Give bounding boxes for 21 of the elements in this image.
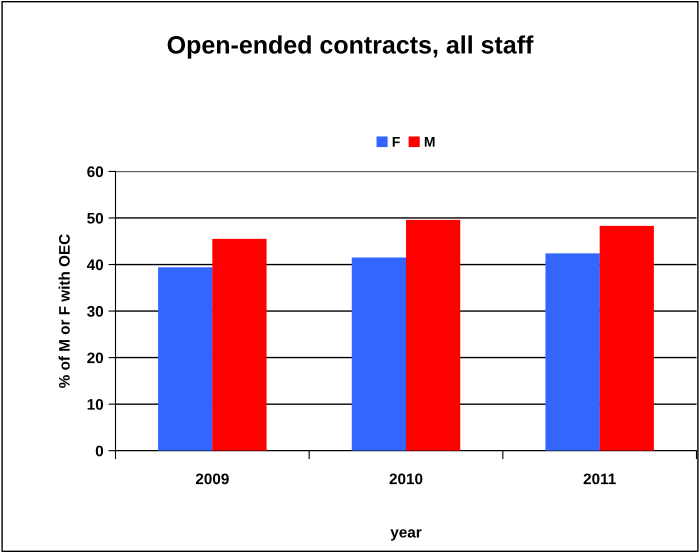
x-axis-title: year [390,529,422,541]
bar [352,258,406,451]
bar [600,226,654,451]
bar [158,267,212,451]
x-tick-label: 2011 [584,473,616,484]
legend-label: F [392,137,400,147]
y-tick-label: 10 [88,399,104,410]
y-tick-label: 20 [87,352,104,364]
x-tick-label: 2009 [196,473,229,484]
legend-label: M [424,137,435,147]
y-tick-label: 40 [86,259,104,270]
y-tick-label: 60 [87,166,104,178]
bar [212,238,267,451]
y-tick-label: 50 [87,212,104,224]
bar [545,253,600,451]
x-tick-label: 2010 [390,473,422,484]
bar [406,220,460,451]
chart-title: Open-ended contracts, all staff [168,35,534,59]
y-tick-label: 30 [87,306,104,317]
y-axis-title: % of M or F with OEC [58,234,70,388]
y-tick-label: 0 [96,446,104,456]
